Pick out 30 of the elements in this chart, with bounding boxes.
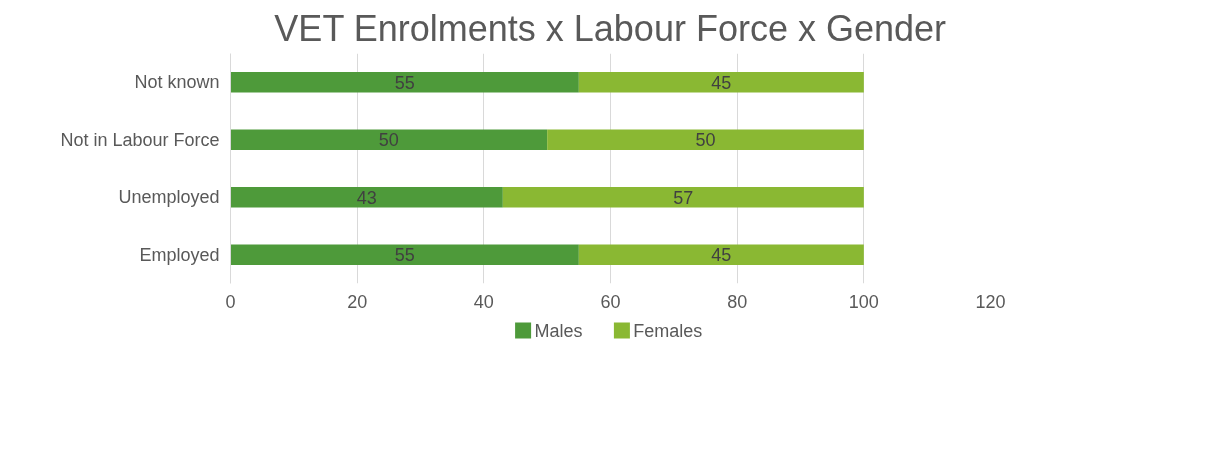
- x-tick-label: 120: [975, 291, 1006, 312]
- bar: [230, 186, 503, 208]
- legend-label: Females: [633, 320, 703, 341]
- x-tick-label: 0: [225, 291, 236, 312]
- data-label: 50: [378, 130, 399, 151]
- x-tick-label: 20: [347, 291, 368, 312]
- x-tick-label: 40: [473, 291, 494, 312]
- y-tick-label: Employed: [139, 244, 220, 265]
- legend-label: Males: [534, 320, 583, 341]
- data-label: 57: [673, 187, 694, 208]
- data-label: 45: [711, 245, 732, 266]
- data-label: 50: [695, 130, 716, 151]
- chart-title: VET Enrolments x Labour Force x Gender: [274, 7, 947, 49]
- x-tick-label: 60: [600, 291, 621, 312]
- x-tick-label: 80: [727, 291, 748, 312]
- bar: [230, 244, 579, 266]
- y-tick-label: Not known: [134, 72, 220, 93]
- data-label: 55: [394, 72, 415, 93]
- bar: [230, 71, 579, 93]
- bar: [502, 186, 864, 208]
- bar: [230, 129, 548, 151]
- y-tick-label: Unemployed: [118, 187, 220, 208]
- data-label: 45: [711, 72, 732, 93]
- data-label: 55: [394, 245, 415, 266]
- y-tick-label: Not in Labour Force: [60, 129, 220, 150]
- x-tick-label: 100: [848, 291, 879, 312]
- data-label: 43: [356, 187, 377, 208]
- bar: [547, 129, 864, 151]
- bar: [578, 71, 864, 93]
- bar: [578, 244, 864, 266]
